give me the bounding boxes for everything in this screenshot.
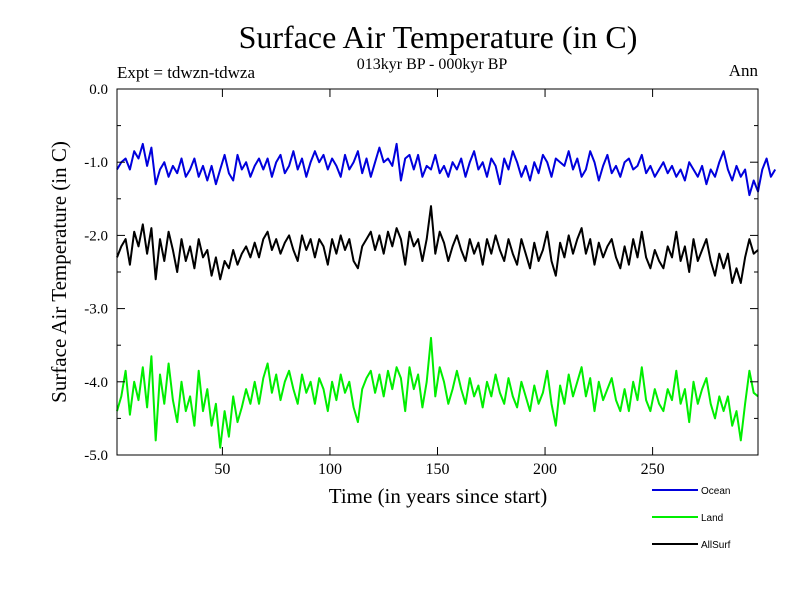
- x-tick-label: 100: [318, 461, 342, 478]
- series-line-allsurf: [116, 205, 759, 284]
- legend-label-ocean: Ocean: [701, 486, 730, 497]
- period-label: Ann: [729, 61, 759, 80]
- y-axis-label: Surface Air Temperature (in C): [47, 141, 71, 403]
- x-tick-label: 200: [533, 461, 557, 478]
- legend-label-land: Land: [701, 513, 723, 524]
- experiment-label: Expt = tdwzn-tdwza: [117, 63, 255, 82]
- series-line-ocean: [116, 142, 777, 197]
- axes-layer: 50 100 150 200 250 0.0 -1.0 -2.0 -3.0 -4.0 -5.0: [84, 82, 758, 478]
- legend-label-allsurf: AllSurf: [701, 540, 731, 551]
- y-tick-label: -3.0: [84, 302, 108, 318]
- x-tick-label: 150: [426, 461, 450, 478]
- y-tick-label: -1.0: [84, 155, 108, 171]
- chart-subtitle: 013kyr BP - 000kyr BP: [357, 56, 508, 73]
- series-line-land: [116, 336, 759, 449]
- series-layer: [116, 142, 777, 449]
- x-axis-label: Time (in years since start): [329, 484, 548, 508]
- legend: Ocean Land AllSurf: [652, 486, 731, 551]
- y-tick-label: -4.0: [84, 375, 108, 391]
- y-tick-label: 0.0: [89, 82, 108, 98]
- chart-title: Surface Air Temperature (in C): [239, 19, 638, 55]
- y-tick-label: -5.0: [84, 448, 108, 464]
- x-tick-label: 50: [214, 461, 230, 478]
- y-tick-label: -2.0: [84, 228, 108, 244]
- x-tick-label: 250: [641, 461, 665, 478]
